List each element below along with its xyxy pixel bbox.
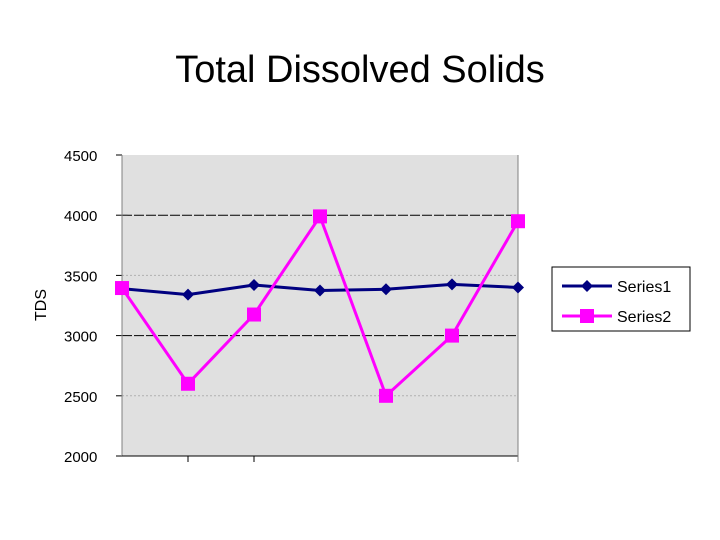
y-tick-label: 2000 bbox=[64, 449, 97, 466]
data-point bbox=[248, 279, 260, 292]
x-axis-ticks bbox=[187, 456, 255, 462]
legend-entry: Series2 bbox=[562, 309, 671, 326]
data-point bbox=[313, 209, 327, 224]
data-point bbox=[181, 376, 195, 391]
data-point bbox=[115, 281, 129, 296]
y-tick-label: 4500 bbox=[64, 148, 97, 165]
legend-marker bbox=[580, 309, 594, 323]
chart-title: Total Dissolved Solids bbox=[175, 49, 545, 91]
y-tick-label: 4000 bbox=[64, 208, 97, 225]
data-point bbox=[182, 288, 194, 301]
data-point bbox=[445, 328, 459, 343]
data-point bbox=[446, 278, 458, 291]
y-tick-label: 3500 bbox=[64, 268, 97, 285]
data-point bbox=[380, 283, 392, 296]
y-tick-label: 2500 bbox=[64, 389, 97, 406]
series-2 bbox=[115, 209, 525, 403]
legend-marker bbox=[581, 280, 593, 292]
y-axis-label: TDS bbox=[33, 289, 50, 321]
y-axis-ticks: 2000 2500 3000 3500 4000 4500 bbox=[64, 148, 122, 466]
data-point bbox=[314, 284, 326, 297]
y-tick-label: 3000 bbox=[64, 329, 97, 346]
data-point bbox=[247, 307, 261, 322]
data-point bbox=[512, 281, 524, 294]
legend-label: Series1 bbox=[617, 279, 671, 296]
legend-label: Series2 bbox=[617, 309, 671, 326]
legend: Series1 Series2 bbox=[551, 266, 691, 332]
plot-area bbox=[122, 155, 518, 456]
data-point bbox=[379, 388, 393, 403]
data-point bbox=[511, 214, 525, 229]
legend-entry: Series1 bbox=[562, 279, 671, 296]
legend-box bbox=[551, 266, 691, 332]
series-layer bbox=[115, 209, 525, 403]
